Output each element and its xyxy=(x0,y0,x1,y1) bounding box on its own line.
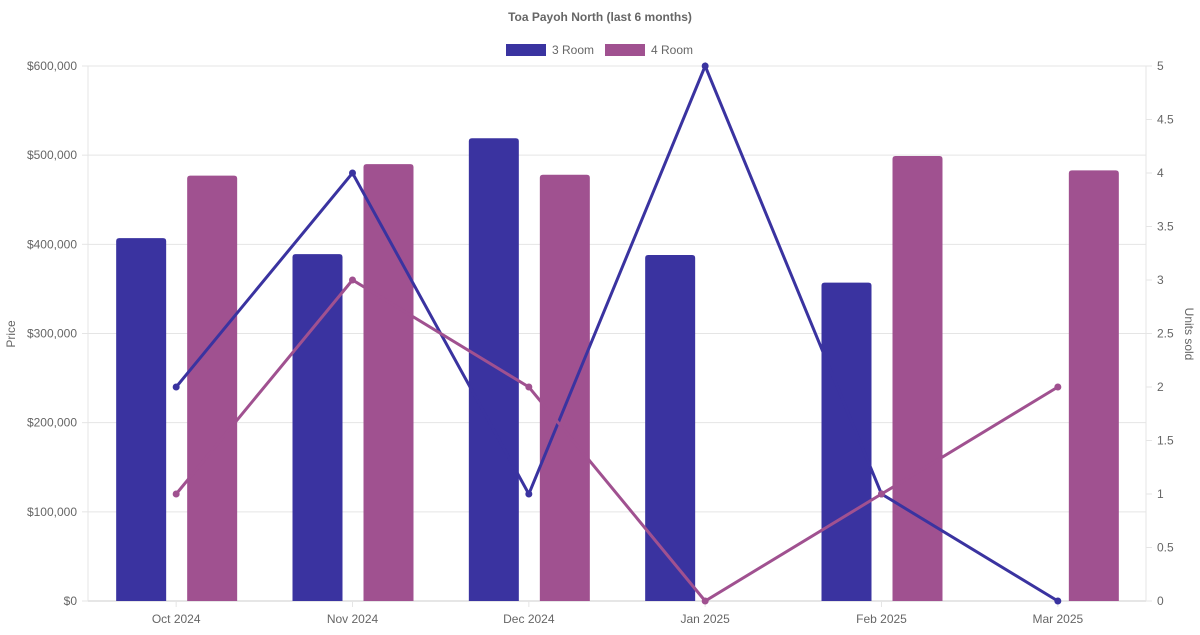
x-tick-label: Feb 2025 xyxy=(856,612,907,626)
point-4-room xyxy=(172,490,180,498)
legend-label: 3 Room xyxy=(552,43,594,57)
y-tick-label: $500,000 xyxy=(27,148,77,162)
x-tick-label: Oct 2024 xyxy=(152,612,201,626)
x-tick-label: Mar 2025 xyxy=(1032,612,1083,626)
bar-4-room xyxy=(363,164,414,602)
y2-axis-label: Units sold xyxy=(1182,308,1196,361)
chart-title: Toa Payoh North (last 6 months) xyxy=(508,10,692,24)
bar-3-room xyxy=(468,138,519,601)
legend-label: 4 Room xyxy=(651,43,693,57)
axes: $0 $100,000 $200,000 $300,000 $400,000 $500,0… xyxy=(27,59,1174,626)
y2-tick-label: 3.5 xyxy=(1157,220,1174,234)
bar-3-room xyxy=(821,282,872,601)
point-4-room xyxy=(349,276,356,284)
y-tick-label: $600,000 xyxy=(27,59,77,73)
y-tick-label: $400,000 xyxy=(27,237,77,251)
y2-tick-label: 1.5 xyxy=(1157,434,1174,448)
point-4-room xyxy=(878,490,885,498)
y-tick-label: $0 xyxy=(64,594,78,608)
x-tick-label: Jan 2025 xyxy=(680,612,730,626)
y-tick-label: $200,000 xyxy=(27,416,77,430)
y2-tick-label: 3 xyxy=(1157,273,1164,287)
y2-tick-label: 0 xyxy=(1157,594,1164,608)
y2-tick-label: 4.5 xyxy=(1157,113,1174,127)
lines xyxy=(172,62,1062,605)
grid xyxy=(82,65,1152,607)
x-tick-label: Dec 2024 xyxy=(503,612,555,626)
point-4-room xyxy=(525,383,533,391)
bar-3-room xyxy=(645,255,696,602)
bar-3-room xyxy=(292,254,343,601)
bar-3-room xyxy=(116,238,167,601)
y-axis-label: Price xyxy=(4,320,18,348)
bar-4-room xyxy=(187,175,238,602)
y2-tick-label: 1 xyxy=(1157,487,1164,501)
legend-swatch xyxy=(506,44,546,56)
point-3-room xyxy=(525,490,533,498)
bars xyxy=(116,138,1119,602)
legend: 3 Room 4 Room xyxy=(506,43,693,57)
point-3-room xyxy=(1054,597,1062,605)
bar-4-room xyxy=(539,174,590,602)
point-3-room xyxy=(172,383,180,391)
point-3-room xyxy=(349,169,356,177)
line-4-room xyxy=(175,278,1059,603)
y2-tick-label: 2 xyxy=(1157,380,1164,394)
bar-4-room xyxy=(1068,170,1119,601)
point-3-room xyxy=(701,62,709,70)
x-tick-label: Nov 2024 xyxy=(327,612,379,626)
y2-tick-label: 4 xyxy=(1157,166,1164,180)
y2-tick-label: 5 xyxy=(1157,59,1164,73)
point-4-room xyxy=(701,597,709,605)
y2-tick-label: 2.5 xyxy=(1157,327,1174,341)
y2-tick-label: 0.5 xyxy=(1157,541,1174,555)
point-4-room xyxy=(1054,383,1062,391)
bar-4-room xyxy=(892,156,943,601)
y-tick-label: $100,000 xyxy=(27,505,77,519)
line-3-room xyxy=(175,62,1059,603)
y-tick-label: $300,000 xyxy=(27,327,77,341)
legend-swatch xyxy=(605,44,645,56)
